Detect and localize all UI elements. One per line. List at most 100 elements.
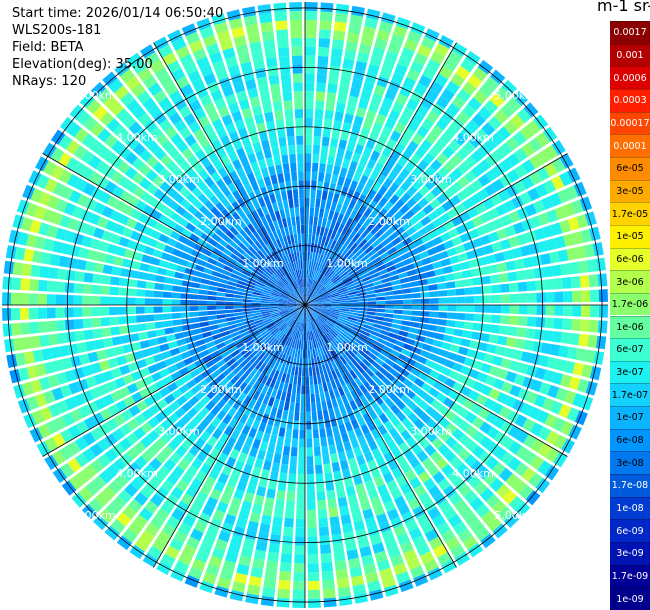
data-cell — [471, 215, 484, 228]
data-cell — [26, 234, 38, 248]
data-cell — [198, 418, 210, 430]
data-cell — [375, 292, 385, 297]
data-cell — [514, 462, 529, 477]
data-cell — [178, 366, 190, 377]
data-cell — [244, 116, 255, 128]
data-cell — [538, 443, 552, 458]
data-cell — [320, 145, 329, 156]
data-cell — [315, 464, 323, 474]
data-cell — [325, 268, 333, 278]
data-cell — [253, 400, 262, 411]
data-cell — [350, 389, 359, 400]
data-cell — [534, 394, 547, 408]
data-cell — [231, 269, 242, 277]
data-cell — [185, 239, 197, 249]
data-cell — [77, 194, 90, 208]
data-cell — [278, 55, 290, 66]
data-cell — [445, 124, 459, 138]
data-cell — [377, 233, 388, 243]
data-cell — [305, 305, 314, 307]
data-cell — [438, 311, 448, 319]
data-cell — [210, 350, 221, 359]
data-cell — [142, 97, 157, 112]
data-cell — [338, 366, 346, 377]
data-cell — [74, 271, 85, 282]
data-cell — [463, 241, 474, 251]
data-cell — [262, 365, 270, 375]
data-cell — [428, 536, 444, 550]
data-cell — [378, 196, 389, 208]
data-cell — [326, 92, 337, 103]
data-cell — [290, 446, 298, 457]
data-cell — [323, 256, 329, 266]
data-cell — [33, 205, 47, 220]
data-cell — [380, 166, 391, 178]
data-cell — [240, 371, 249, 382]
data-cell — [276, 282, 285, 290]
data-cell — [331, 303, 341, 305]
data-cell — [355, 321, 365, 327]
data-cell — [384, 397, 395, 408]
data-cell — [331, 461, 341, 472]
data-cell — [299, 287, 303, 297]
data-cell — [99, 111, 114, 127]
data-cell — [317, 328, 323, 337]
data-cell — [319, 275, 326, 284]
data-cell — [338, 595, 353, 606]
data-cell — [278, 343, 285, 353]
data-cell — [56, 372, 68, 385]
data-cell — [450, 544, 466, 559]
data-cell — [168, 112, 182, 125]
data-cell — [278, 302, 288, 305]
data-cell — [284, 172, 291, 182]
data-cell — [351, 511, 363, 523]
data-cell — [495, 203, 508, 216]
data-cell — [369, 55, 383, 67]
data-cell — [299, 322, 303, 332]
ring-label: 5.00km — [494, 89, 536, 102]
data-cell — [144, 314, 155, 322]
data-cell — [457, 161, 470, 175]
data-cell — [239, 229, 249, 239]
data-cell — [353, 69, 365, 81]
data-cell — [65, 269, 76, 281]
data-cell — [128, 498, 143, 513]
data-cell — [447, 470, 461, 484]
data-cell — [314, 319, 321, 328]
data-cell — [339, 355, 347, 365]
data-cell — [253, 58, 265, 70]
data-cell — [201, 504, 215, 517]
data-cell — [126, 447, 140, 461]
data-cell — [413, 418, 425, 430]
data-cell — [265, 157, 274, 168]
data-cell — [345, 320, 355, 327]
data-cell — [430, 159, 443, 172]
data-cell — [192, 161, 205, 174]
data-cell — [297, 313, 302, 322]
data-cell — [403, 343, 414, 352]
data-cell — [321, 236, 327, 246]
data-cell — [470, 267, 481, 277]
data-cell — [279, 181, 286, 192]
data-cell — [225, 56, 238, 68]
data-cell — [275, 20, 288, 31]
data-cell — [326, 284, 335, 291]
data-cell — [273, 249, 281, 259]
data-cell — [76, 259, 87, 271]
data-cell — [156, 398, 169, 410]
data-cell — [491, 294, 502, 304]
data-cell — [298, 305, 305, 312]
data-cell — [292, 225, 297, 235]
data-cell — [118, 145, 132, 160]
data-cell — [311, 252, 316, 262]
data-cell — [492, 462, 506, 476]
data-cell — [219, 363, 229, 373]
data-cell — [337, 233, 345, 243]
data-cell — [47, 320, 57, 333]
data-cell — [344, 280, 354, 287]
data-cell — [281, 344, 287, 354]
data-cell — [456, 373, 468, 385]
data-cell — [435, 356, 447, 366]
data-cell — [314, 329, 320, 339]
data-cell — [420, 521, 435, 535]
